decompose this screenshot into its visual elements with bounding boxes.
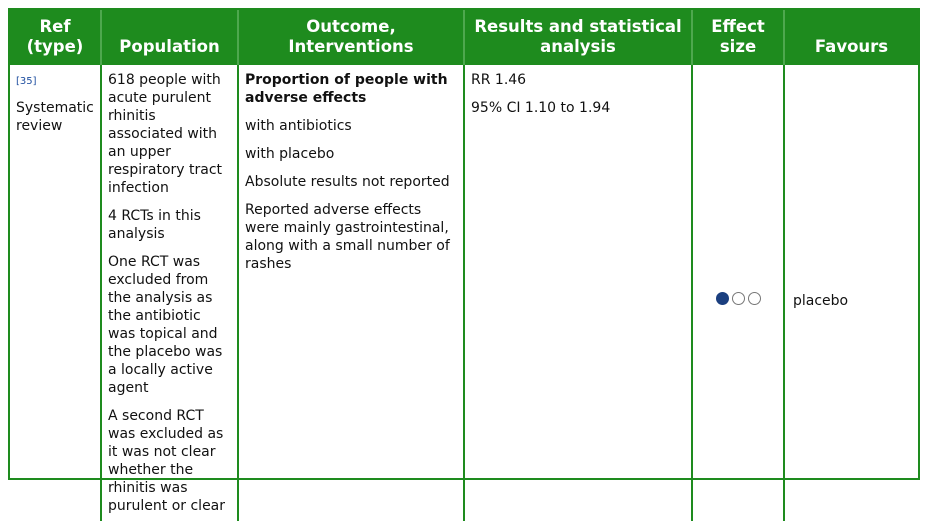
effect-size-cell	[691, 65, 784, 521]
header-population: Population	[100, 10, 238, 65]
favours-cell: placebo	[783, 65, 918, 521]
result-ci: 95% CI 1.10 to 1.94	[471, 100, 611, 116]
header-ref: Ref (type)	[10, 10, 101, 65]
header-outcome: Outcome, Interventions	[237, 10, 464, 65]
effect-dot-empty-icon	[747, 291, 761, 305]
ref-link[interactable]: [35]	[16, 76, 37, 87]
population-text: A second RCT was excluded as it was not …	[108, 408, 226, 514]
results-cell: RR 1.46 95% CI 1.10 to 1.94	[463, 65, 692, 521]
table-row: [35] Systematic review 618 people with a…	[10, 65, 918, 521]
effect-dot-filled-icon	[715, 291, 729, 305]
outcome-title: Proportion of people with adverse effect…	[245, 72, 448, 106]
population-text: 4 RCTs in this analysis	[108, 208, 201, 242]
result-rr: RR 1.46	[471, 72, 527, 88]
population-text: 618 people with acute purulent rhinitis …	[108, 72, 223, 196]
evidence-table: Ref (type) Population Outcome, Intervent…	[8, 8, 920, 521]
outcome-cell: Proportion of people with adverse effect…	[237, 65, 464, 521]
outcome-item: Absolute results not reported	[245, 174, 450, 190]
population-text: One RCT was excluded from the analysis a…	[108, 254, 223, 396]
effect-size-rating	[715, 291, 761, 305]
header-effect-size: Effect size	[691, 10, 784, 65]
header-favours: Favours	[783, 10, 918, 65]
header-row: Ref (type) Population Outcome, Intervent…	[10, 10, 918, 65]
outcome-item: with placebo	[245, 146, 335, 162]
outcome-item: with antibiotics	[245, 118, 352, 134]
outcome-item: Reported adverse effects were mainly gas…	[245, 202, 450, 272]
header-results: Results and statistical analysis	[463, 10, 692, 65]
population-cell: 618 people with acute purulent rhinitis …	[100, 65, 238, 521]
favours-text: placebo	[793, 292, 849, 309]
ref-type: Systematic review	[16, 100, 94, 134]
effect-dot-empty-icon	[731, 291, 745, 305]
ref-cell: [35] Systematic review	[10, 65, 101, 521]
